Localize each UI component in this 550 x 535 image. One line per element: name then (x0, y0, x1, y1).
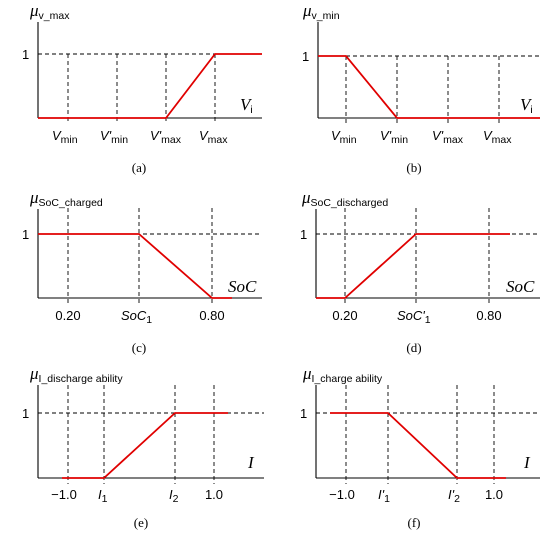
panel-d-membership-curve (316, 233, 510, 299)
panel-c: μSoC_charged 1 SoC 0.20 SoC1 0.80 (c) (22, 188, 262, 355)
panel-d-caption: (d) (406, 340, 421, 355)
panel-b-tick-2: V'min (380, 128, 408, 146)
panel-f-x-symbol: I (523, 453, 531, 472)
panel-c-tick-1: 0.20 (55, 308, 80, 323)
panel-f-tick-4: 1.0 (485, 487, 503, 502)
panel-b-tick-1: Vmin (331, 128, 357, 146)
panel-c-caption: (c) (132, 340, 146, 355)
panel-b-tick-3: V'max (432, 128, 464, 146)
panel-b-x-symbol: Vi (520, 95, 533, 116)
panel-d-mu-label: μSoC_discharged (301, 188, 388, 209)
panel-c-x-symbol: SoC (228, 277, 257, 296)
panel-b-membership-curve (318, 55, 540, 119)
panel-d-tick-1: 0.20 (332, 308, 357, 323)
panel-e-x-symbol: I (247, 453, 255, 472)
panel-a-tick-4: Vmax (199, 128, 228, 146)
panel-b-tick-4: Vmax (483, 128, 512, 146)
panel-e-y-tick-1: 1 (22, 406, 29, 421)
panel-e-tick-3: I2 (169, 487, 179, 505)
panel-f-tick-1: −1.0 (329, 487, 355, 502)
panel-e-mu-label: μI_discharge ability (29, 364, 123, 385)
panel-d: μSoC_discharged 1 SoC 0.20 SoC'1 0.80 (d… (300, 188, 540, 355)
panel-f-tick-2: I'1 (378, 487, 390, 505)
panel-a-tick-1: Vmin (52, 128, 78, 146)
panel-d-y-tick-1: 1 (300, 227, 307, 242)
panel-d-tick-2: SoC'1 (397, 308, 431, 326)
panel-c-y-tick-1: 1 (22, 227, 29, 242)
panel-b: μv_min 1 Vi Vmin V'min V'max Vmax (b) (302, 1, 540, 175)
panel-a-tick-2: V'min (100, 128, 128, 146)
panel-c-tick-3: 0.80 (199, 308, 224, 323)
panel-d-x-symbol: SoC (506, 277, 535, 296)
panel-f-tick-3: I'2 (448, 487, 460, 505)
panel-b-mu-label: μv_min (302, 1, 340, 22)
panel-e-membership-curve (62, 412, 228, 479)
panel-f-caption: (f) (408, 515, 421, 530)
panel-c-membership-curve (38, 233, 232, 299)
panel-a-x-symbol: Vi (240, 95, 253, 116)
panel-f-membership-curve (330, 412, 506, 479)
panel-a-tick-3: V'max (150, 128, 182, 146)
panel-a-caption: (a) (132, 160, 146, 175)
panel-f-y-tick-1: 1 (300, 406, 307, 421)
panel-e-tick-4: 1.0 (205, 487, 223, 502)
panel-a-y-tick-1: 1 (22, 47, 29, 62)
panel-f-mu-label: μI_charge ability (302, 364, 383, 385)
panel-e-caption: (e) (134, 515, 148, 530)
panel-a-mu-label: μv_max (29, 1, 70, 22)
panel-a-membership-curve (38, 53, 262, 119)
panel-e-tick-2: I1 (98, 487, 108, 505)
panel-b-y-tick-1: 1 (302, 49, 309, 64)
panel-f: μI_charge ability 1 I −1.0 I'1 I'2 1.0 (… (300, 364, 540, 530)
panel-c-tick-2: SoC1 (121, 308, 152, 326)
panel-e: μI_discharge ability 1 I −1.0 I1 I2 1.0 … (22, 364, 264, 530)
panel-d-tick-3: 0.80 (476, 308, 501, 323)
panel-c-mu-label: μSoC_charged (29, 188, 103, 209)
panel-b-caption: (b) (406, 160, 421, 175)
panel-a: μv_max 1 Vi Vmin V'min V'max Vmax (a) (22, 1, 262, 175)
panel-e-tick-1: −1.0 (51, 487, 77, 502)
